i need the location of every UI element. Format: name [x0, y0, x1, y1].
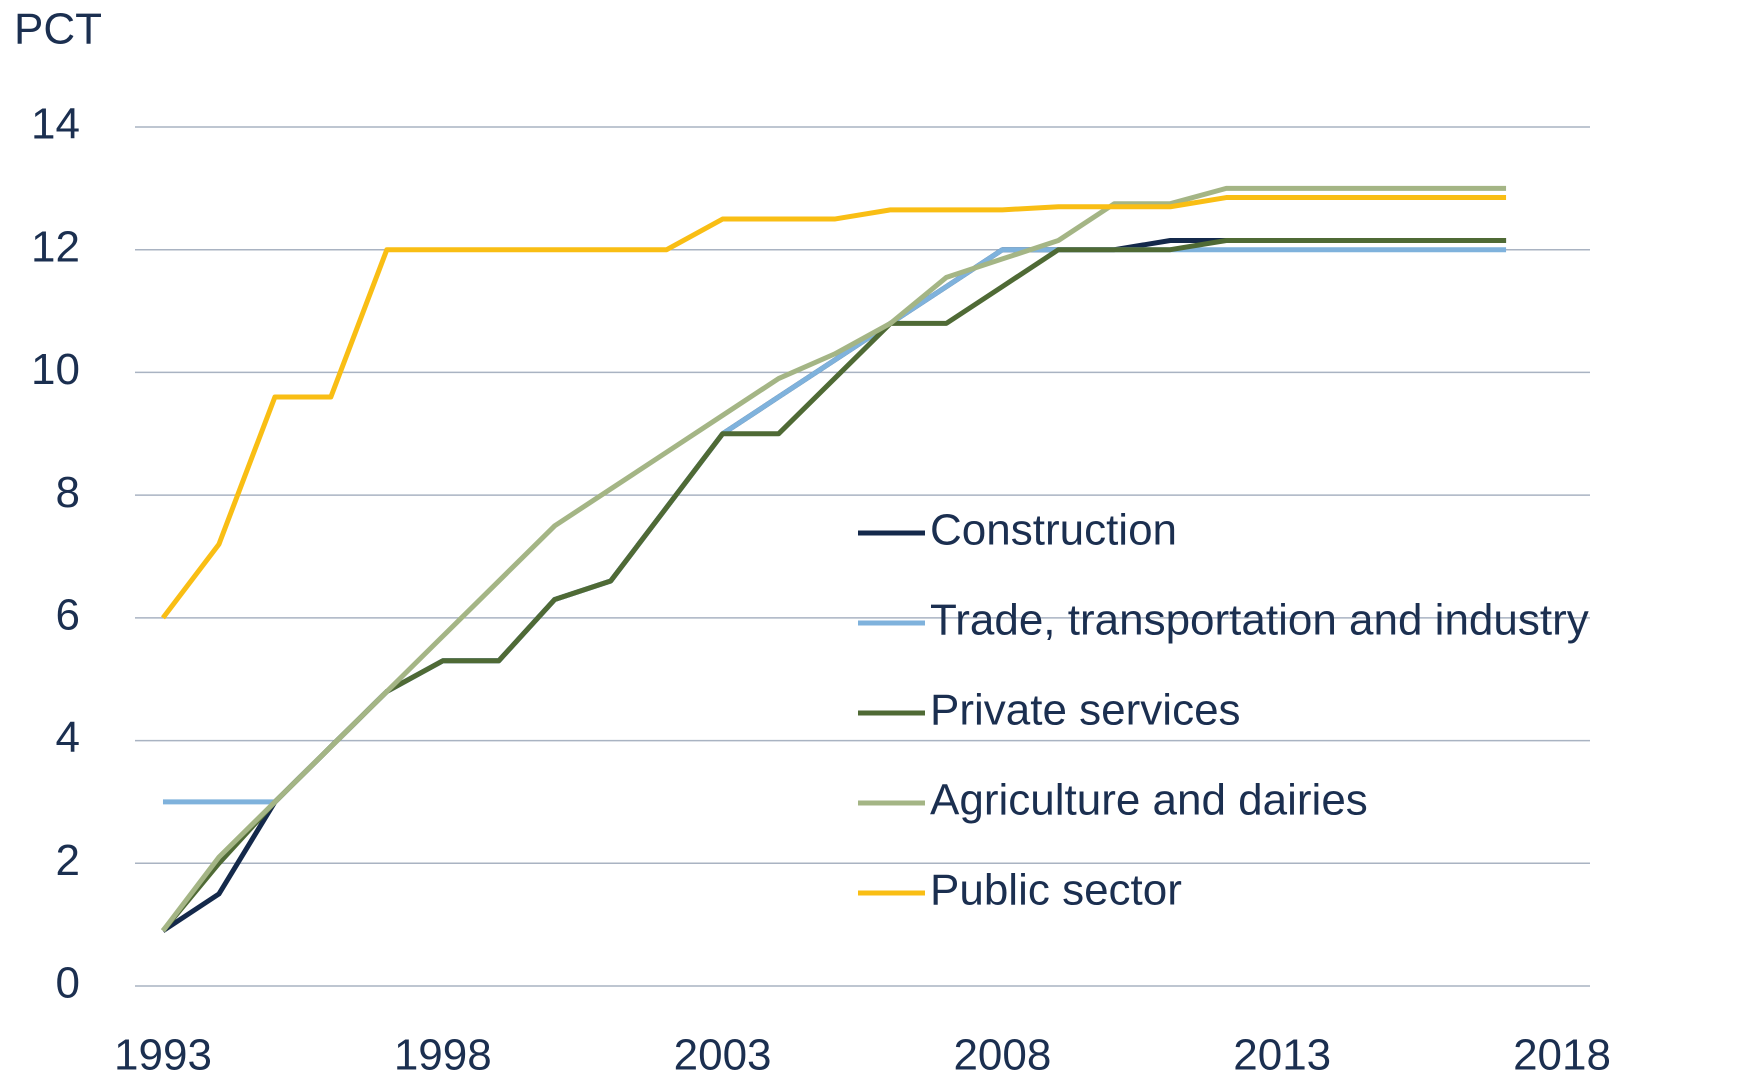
y-tick-label: 2: [56, 836, 80, 885]
x-tick-label: 2008: [953, 1031, 1051, 1077]
x-tick-label: 2003: [674, 1031, 772, 1077]
x-tick-label: 1998: [394, 1031, 492, 1077]
x-tick-label: 2018: [1513, 1031, 1611, 1077]
series-line: [160, 195, 1507, 620]
legend-label: Public sector: [930, 866, 1182, 915]
y-tick-label: 0: [56, 959, 80, 1008]
legend-label: Agriculture and dairies: [930, 776, 1368, 825]
y-tick-label: 14: [31, 100, 80, 149]
y-tick-label: 8: [56, 468, 80, 517]
x-tick-label: 1993: [114, 1031, 212, 1077]
y-tick-label: 6: [56, 590, 80, 639]
y-tick-label: 4: [56, 713, 80, 762]
x-tick-label: 2013: [1233, 1031, 1331, 1077]
y-tick-label: 10: [31, 345, 80, 394]
legend-label: Trade, transportation and industry: [930, 596, 1589, 645]
series-line: [160, 185, 1507, 933]
y-axis-label: PCT: [14, 5, 102, 54]
series-line: [162, 247, 1507, 805]
y-tick-label: 12: [31, 222, 80, 271]
legend-label: Construction: [930, 506, 1177, 555]
legend-label: Private services: [930, 686, 1241, 735]
series-line: [161, 238, 1507, 933]
series-line: [161, 238, 1507, 933]
